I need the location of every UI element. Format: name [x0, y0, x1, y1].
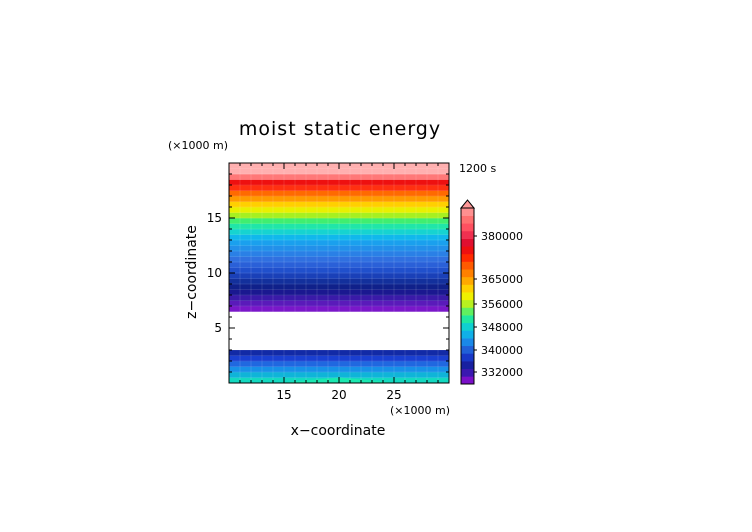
time-label: 1200 s: [459, 162, 496, 175]
colorbar-segment: [461, 322, 474, 331]
contour-band-15: [229, 256, 449, 263]
contour-band-2: [229, 366, 449, 373]
colorbar-segment: [461, 253, 474, 262]
contour-band-5: [229, 350, 449, 356]
colorbar-segment: [461, 376, 474, 385]
colorbar-segment: [461, 330, 474, 339]
contour-band-19: [229, 234, 449, 241]
contour-band-24: [229, 207, 449, 213]
contour-band-6: [229, 306, 449, 312]
contour-band-13: [229, 267, 449, 274]
colorbar-label: 348000: [481, 321, 523, 334]
contour-band-7: [229, 300, 449, 307]
contour-band-16: [229, 251, 449, 257]
contour-band-18: [229, 240, 449, 246]
contour-band-22: [229, 218, 449, 224]
colorbar-segment: [461, 246, 474, 255]
colorbar-segment: [461, 353, 474, 362]
contour-band-4: [229, 355, 449, 362]
colorbar-frame: [460, 207, 475, 385]
y-axis-label: z−coordinate: [184, 225, 200, 319]
grid-lines: [229, 163, 449, 383]
z-tick-label: 15: [207, 211, 222, 225]
colorbar-segment: [461, 208, 474, 216]
colorbar-segment: [461, 292, 474, 301]
colorbar-segment: [461, 368, 474, 377]
z-tick-label: 5: [214, 321, 222, 335]
x-unit-label: (×1000 m): [390, 404, 450, 417]
plot-area: 15 20 25 5 10 15: [207, 162, 450, 402]
contour-band-30: [229, 174, 449, 180]
colorbar-segment: [461, 345, 474, 354]
x-tick-label: 15: [276, 388, 291, 402]
colorbar-label: 365000: [481, 273, 523, 286]
contour-band-17: [229, 245, 449, 252]
contour-band-23: [229, 212, 449, 219]
x-tick-label: 25: [386, 388, 401, 402]
axis-ticks: 15 20 25 5 10 15: [207, 162, 450, 402]
contour-band-9: [229, 289, 449, 296]
y-unit-label: (×1000 m): [168, 139, 228, 152]
contour-band-1: [229, 372, 449, 378]
colorbar-label: 356000: [481, 298, 523, 311]
contour-band-25: [229, 201, 449, 208]
contour-band-10: [229, 284, 449, 290]
contour-band-14: [229, 262, 449, 268]
colorbar-segment: [461, 276, 474, 285]
contour-band-28: [229, 185, 449, 191]
contour-band-27: [229, 190, 449, 197]
contour-band-3: [229, 361, 449, 367]
colorbar-segment: [461, 261, 474, 270]
contour-band-21: [229, 223, 449, 230]
contour-band-20: [229, 229, 449, 235]
contour-band-8: [229, 295, 449, 301]
contour-band-12: [229, 273, 449, 279]
colorbar-segment: [461, 338, 474, 347]
colorbar-label: 332000: [481, 366, 523, 379]
colorbar-extend-arrow: [459, 199, 476, 209]
colorbar-segment: [461, 215, 474, 224]
colorbar: 380000 365000 356000 348000 340000 332000: [459, 199, 523, 385]
contour-band-26: [229, 196, 449, 202]
colorbar-segment: [461, 284, 474, 293]
x-axis-label: x−coordinate: [291, 423, 386, 439]
contour-band-11: [229, 278, 449, 285]
colorbar-label: 380000: [481, 230, 523, 243]
colorbar-segment: [461, 361, 474, 369]
contour-band-29: [229, 179, 449, 186]
colorbar-segment: [461, 223, 474, 232]
colorbar-segment: [461, 299, 474, 308]
colorbar-segment: [461, 315, 474, 324]
colorbar-segment: [461, 238, 474, 247]
z-tick-label: 10: [207, 266, 222, 280]
colorbar-segment: [461, 269, 474, 278]
x-tick-label: 20: [331, 388, 346, 402]
colorbar-label: 340000: [481, 344, 523, 357]
chart-title: moist static energy: [239, 118, 441, 140]
colorbar-segment: [461, 307, 474, 316]
colorbar-segment: [461, 230, 474, 239]
